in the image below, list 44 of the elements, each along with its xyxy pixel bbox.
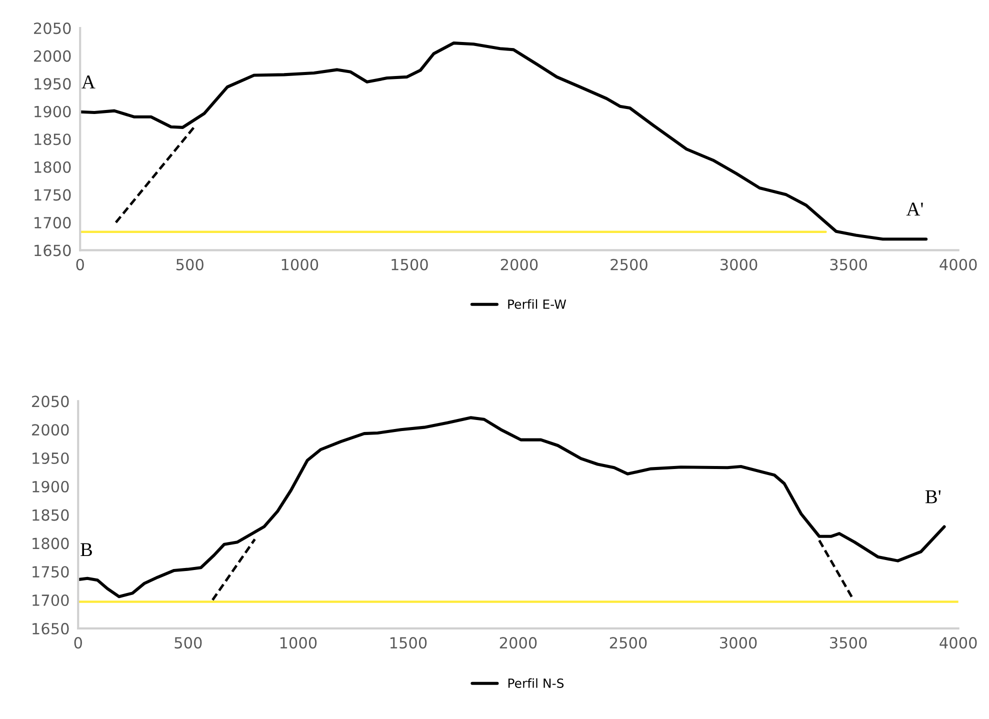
x-tick-label: 0	[76, 258, 84, 270]
legend-label: Perfil E-W	[508, 299, 566, 309]
y-tick-label: 2000	[32, 424, 69, 436]
y-tick-label: 1850	[34, 134, 71, 146]
line-series	[78, 416, 946, 598]
y-tick-label: 1650	[32, 622, 69, 634]
y-tick-label: 1850	[32, 509, 69, 521]
y-tick-label: 1800	[34, 161, 71, 173]
x-tick-label: 4000	[940, 258, 977, 270]
y-tick-label: 2050	[34, 22, 71, 34]
y-tick-label: 1900	[32, 480, 69, 492]
x-tick-label: 2000	[500, 258, 538, 270]
y-tick-label: 1800	[32, 538, 69, 550]
x-tick-label: 500	[174, 637, 202, 649]
y-tick-label: 1950	[32, 452, 69, 464]
y-tick-label: 1900	[34, 106, 71, 118]
x-tick-label: 3500	[830, 637, 867, 649]
y-tick-label: 1750	[34, 189, 71, 201]
annotation: B'	[925, 490, 941, 504]
legend-label: Perfil N-S	[508, 678, 564, 688]
y-tick-label: 2050	[32, 396, 69, 408]
x-tick-label: 2500	[610, 258, 648, 270]
y-tick-label: 1650	[34, 244, 71, 256]
annotation: A'	[906, 202, 923, 216]
line-series	[80, 42, 928, 241]
x-tick-label: 1500	[392, 258, 428, 270]
x-tick-label: 3000	[720, 258, 758, 270]
x-tick-label: 3000	[720, 637, 757, 649]
annotation: A	[82, 75, 96, 88]
y-tick-label: 1700	[34, 216, 71, 228]
y-tick-label: 1750	[32, 566, 69, 578]
x-tick-label: 0	[74, 637, 82, 649]
y-tick-label: 1950	[34, 78, 71, 90]
x-tick-label: 1500	[390, 637, 427, 649]
x-tick-label: 1000	[282, 258, 318, 270]
y-tick-label: 2000	[34, 50, 71, 62]
x-tick-label: 2500	[610, 637, 647, 649]
x-tick-label: 4000	[940, 637, 977, 649]
y-tick-label: 1700	[32, 594, 69, 606]
x-tick-label: 500	[176, 258, 204, 270]
annotation: B	[80, 543, 92, 556]
x-tick-label: 1000	[280, 637, 317, 649]
x-tick-label: 2000	[500, 637, 537, 649]
x-tick-label: 3500	[830, 258, 867, 270]
